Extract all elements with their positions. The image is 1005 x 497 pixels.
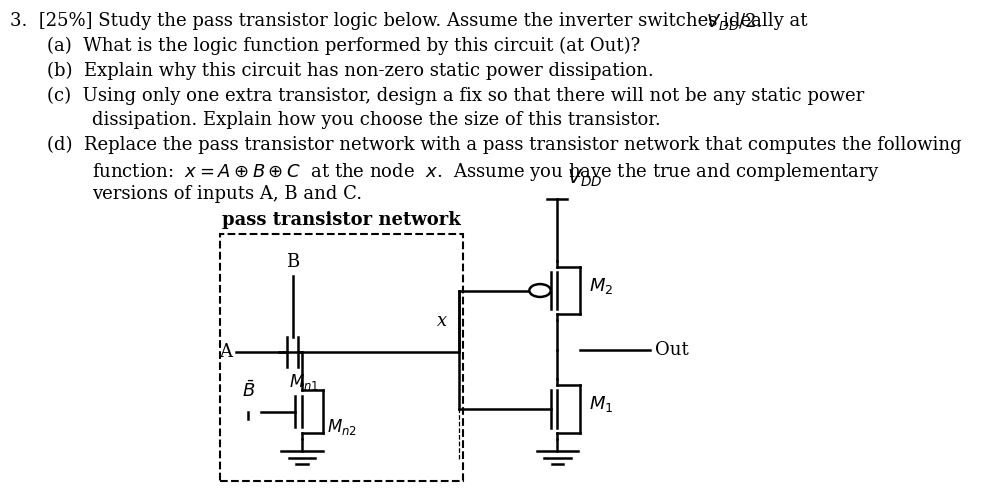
Text: (b)  Explain why this circuit has non-zero static power dissipation.: (b) Explain why this circuit has non-zer… xyxy=(46,62,653,80)
Text: $\bar{B}$: $\bar{B}$ xyxy=(242,380,255,401)
Text: 3.  [25%] Study the pass transistor logic below. Assume the inverter switches id: 3. [25%] Study the pass transistor logic… xyxy=(10,12,813,30)
Text: (c)  Using only one extra transistor, design a fix so that there will not be any: (c) Using only one extra transistor, des… xyxy=(46,86,864,105)
Text: A: A xyxy=(219,343,232,361)
Circle shape xyxy=(530,284,551,297)
Text: /2.: /2. xyxy=(739,12,762,30)
Text: B: B xyxy=(285,253,299,271)
Text: (a)  What is the logic function performed by this circuit (at Out)?: (a) What is the logic function performed… xyxy=(46,37,640,55)
Text: function:  $x = A \oplus B \oplus C$  at the node  $x$.  Assume you have the tru: function: $x = A \oplus B \oplus C$ at t… xyxy=(92,161,879,182)
Text: $M_2$: $M_2$ xyxy=(589,275,613,296)
Bar xyxy=(220,234,462,481)
Text: $V_{DD}$: $V_{DD}$ xyxy=(707,12,740,32)
Text: versions of inputs A, B and C.: versions of inputs A, B and C. xyxy=(92,185,362,203)
Text: pass transistor network: pass transistor network xyxy=(222,211,460,229)
Text: $M_{n2}$: $M_{n2}$ xyxy=(327,416,357,436)
Text: $V_{DD}$: $V_{DD}$ xyxy=(567,168,603,189)
Text: x: x xyxy=(437,312,447,330)
Text: $M_{n1}$: $M_{n1}$ xyxy=(288,372,319,392)
Text: $M_1$: $M_1$ xyxy=(589,394,613,414)
Text: dissipation. Explain how you choose the size of this transistor.: dissipation. Explain how you choose the … xyxy=(92,111,660,129)
Text: Out: Out xyxy=(654,341,688,359)
Text: (d)  Replace the pass transistor network with a pass transistor network that com: (d) Replace the pass transistor network … xyxy=(46,136,962,154)
